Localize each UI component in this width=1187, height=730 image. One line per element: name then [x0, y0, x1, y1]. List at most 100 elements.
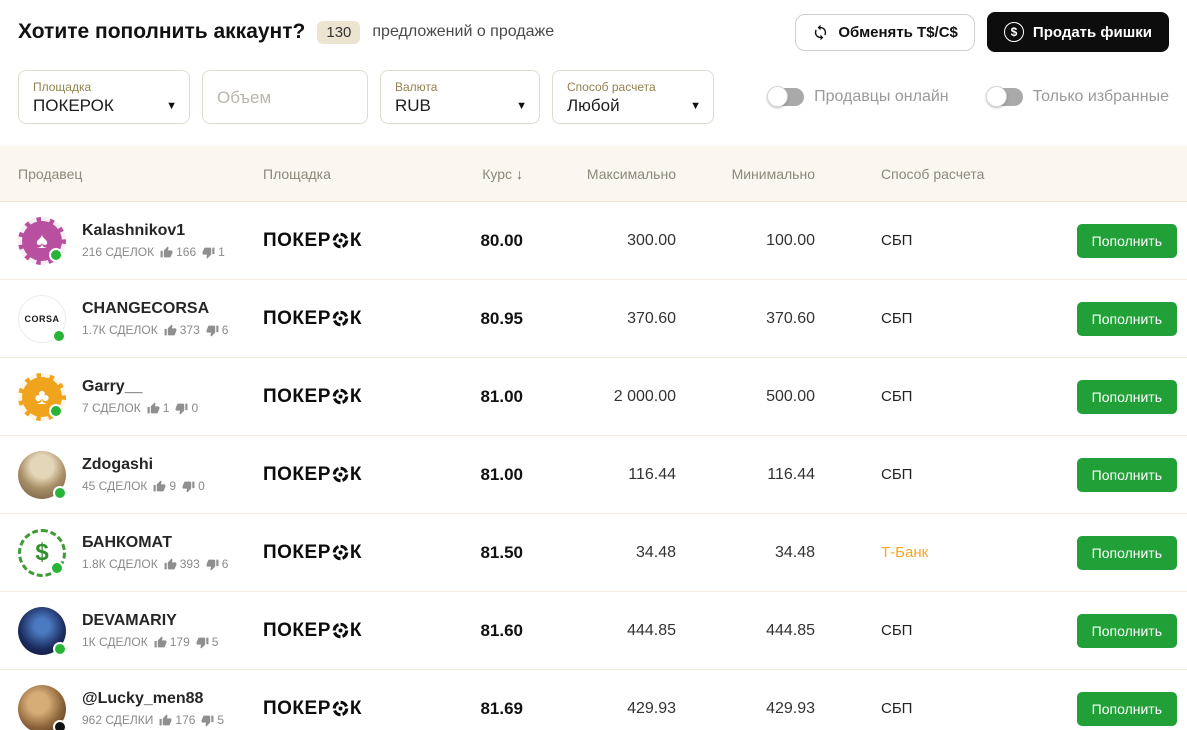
dislikes-count: 0 — [198, 479, 205, 493]
platform-select[interactable]: Площадка ПОКЕРОК ▼ — [18, 70, 190, 124]
seller-cell[interactable]: Zdogashi 45 СДЕЛОК 9 0 — [18, 450, 263, 500]
top-up-button[interactable]: Пополнить — [1076, 379, 1177, 414]
payment-method-select-value: Любой — [567, 95, 620, 115]
likes-count: 179 — [169, 635, 190, 649]
payment-method: СБП — [881, 232, 913, 249]
top-up-button[interactable]: Пополнить — [1076, 691, 1177, 726]
offers-count-badge: 130 — [317, 20, 361, 44]
platform-logo-suffix: К — [349, 229, 362, 251]
table-row: ♣ Garry__ 7 СДЕЛОК 1 0 — [0, 358, 1187, 436]
col-header-seller: Продавец — [18, 165, 83, 182]
top-header: Хотите пополнить аккаунт? 130 предложени… — [0, 0, 1187, 62]
status-dot — [53, 719, 67, 730]
page-title: Хотите пополнить аккаунт? — [18, 20, 306, 43]
top-up-button[interactable]: Пополнить — [1076, 223, 1177, 258]
sync-icon — [812, 24, 829, 41]
sell-chips-button-label: Продать фишки — [1032, 23, 1152, 41]
min-value: 444.85 — [766, 621, 815, 639]
deals-count: 216 СДЕЛОК — [82, 245, 155, 259]
rate-value: 81.00 — [480, 464, 523, 484]
top-up-button[interactable]: Пополнить — [1076, 457, 1177, 492]
thumb-down-icon — [206, 559, 219, 570]
avatar-glyph-icon: $ — [35, 538, 49, 566]
seller-avatar: $ — [18, 528, 66, 577]
status-dot — [49, 403, 63, 418]
thumb-down-icon — [206, 325, 219, 336]
platform-logo: ПОКЕР К — [263, 464, 420, 486]
top-up-button[interactable]: Пополнить — [1076, 613, 1177, 648]
platform-logo-prefix: ПОКЕР — [263, 463, 331, 485]
thumb-up-icon — [153, 480, 166, 491]
rate-value: 80.95 — [480, 308, 523, 328]
seller-cell[interactable]: DEVAMARIY 1К СДЕЛОК 179 5 — [18, 606, 263, 656]
seller-name[interactable]: DEVAMARIY — [82, 612, 177, 629]
status-dot — [53, 485, 67, 500]
platform-logo: ПОКЕР К — [263, 620, 420, 642]
dislikes-count: 0 — [191, 401, 199, 415]
likes: 9 — [153, 479, 176, 493]
sell-chips-button[interactable]: $ Продать фишки — [986, 12, 1169, 52]
seller-cell[interactable]: CORSA CHANGECORSA 1.7К СДЕЛОК 373 6 — [18, 294, 263, 343]
chevron-down-icon: ▼ — [516, 99, 527, 112]
table-row: Zdogashi 45 СДЕЛОК 9 0 ПОКЕР — [0, 436, 1187, 514]
deals-count: 1К СДЕЛОК — [82, 635, 148, 649]
col-header-method: Способ расчета — [881, 165, 985, 182]
dislikes-count: 5 — [211, 635, 219, 649]
toggle-switch-icon[interactable] — [985, 86, 1023, 107]
rate-value: 81.50 — [480, 542, 523, 562]
max-value: 370.60 — [627, 309, 676, 327]
likes: 373 — [164, 323, 200, 337]
favorites-only-toggle-label: Только избранные — [1032, 88, 1169, 105]
volume-field[interactable] — [202, 70, 368, 124]
max-value: 34.48 — [635, 543, 676, 561]
favorites-only-toggle[interactable]: Только избранные — [985, 86, 1169, 107]
seller-cell[interactable]: ♠ Kalashnikov1 216 СДЕЛОК 166 1 — [18, 216, 263, 265]
seller-name[interactable]: CHANGECORSA — [82, 300, 210, 317]
sort-descending-icon: ↓ — [516, 165, 523, 182]
seller-name[interactable]: БАНКОМАТ — [82, 534, 173, 551]
currency-select[interactable]: Валюта RUB ▼ — [380, 70, 540, 124]
platform-logo-suffix: К — [349, 307, 362, 329]
likes: 1 — [147, 401, 169, 415]
table-row: ♠ Kalashnikov1 216 СДЕЛОК 166 1 — [0, 202, 1187, 280]
toggle-switch-icon[interactable] — [767, 86, 805, 107]
seller-avatar — [18, 450, 67, 500]
platform-logo-prefix: ПОКЕР — [263, 541, 331, 563]
exchange-button[interactable]: Обменять T$/C$ — [795, 13, 975, 51]
seller-name[interactable]: Zdogashi — [82, 456, 154, 473]
seller-cell[interactable]: ♣ Garry__ 7 СДЕЛОК 1 0 — [18, 372, 263, 421]
dislikes: 5 — [196, 635, 219, 649]
col-header-platform: Площадка — [263, 165, 331, 182]
seller-name[interactable]: Kalashnikov1 — [82, 222, 186, 239]
seller-name[interactable]: Garry__ — [82, 378, 143, 395]
platform-logo-prefix: ПОКЕР — [263, 385, 331, 407]
avatar-glyph-icon: ♣ — [34, 383, 50, 409]
top-up-button[interactable]: Пополнить — [1076, 535, 1177, 570]
table-header: Продавец Площадка Курс ↓ Максимально Мини… — [0, 146, 1187, 202]
payment-method-select[interactable]: Способ расчета Любой ▼ — [552, 70, 714, 124]
deals-count: 45 СДЕЛОК — [82, 479, 148, 493]
min-value: 429.93 — [766, 699, 815, 717]
thumb-up-icon — [159, 714, 172, 725]
platform-logo-suffix: К — [349, 619, 362, 641]
col-header-max: Максимально — [586, 165, 676, 182]
dislikes: 1 — [202, 245, 225, 259]
rate-value: 81.00 — [480, 386, 523, 406]
dislikes: 0 — [182, 479, 205, 493]
top-up-button[interactable]: Пополнить — [1076, 301, 1177, 336]
seller-cell[interactable]: @Lucky_men88 962 СДЕЛКИ 176 5 — [18, 684, 263, 730]
poker-chip-icon — [332, 310, 349, 327]
likes-count: 176 — [175, 713, 196, 727]
sellers-online-toggle[interactable]: Продавцы онлайн — [767, 86, 949, 107]
payment-method: СБП — [881, 388, 913, 405]
volume-input[interactable] — [217, 87, 355, 108]
seller-name[interactable]: @Lucky_men88 — [82, 690, 204, 707]
col-header-rate[interactable]: Курс ↓ — [482, 165, 523, 182]
thumb-down-icon — [202, 247, 215, 258]
seller-cell[interactable]: $ БАНКОМАТ 1.8К СДЕЛОК 393 6 — [18, 528, 263, 577]
thumb-down-icon — [182, 481, 195, 492]
likes: 176 — [159, 713, 195, 727]
payment-method: СБП — [881, 466, 913, 483]
status-dot — [49, 247, 63, 262]
payment-method: СБП — [881, 310, 913, 327]
